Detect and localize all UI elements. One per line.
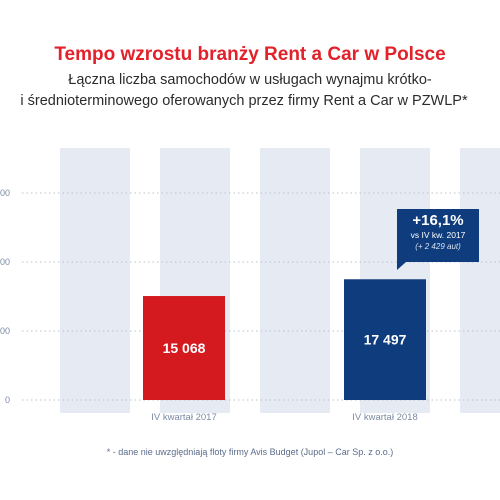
chart-title: Tempo wzrostu branży Rent a Car w Polsce <box>54 44 446 65</box>
y-tick-label-1: 000 <box>0 326 10 336</box>
bar-value-label-2: 17 497 <box>364 332 407 348</box>
footnote: * - dane nie uwzględniają floty firmy Av… <box>106 447 394 457</box>
y-tick-label-0: 0 <box>5 395 10 405</box>
x-category-label-2: IV kwartał 2018 <box>352 412 417 423</box>
y-tick-label-2: 000 <box>0 257 10 267</box>
callout-growth: +16,1% <box>412 212 464 229</box>
bar-value-label-1: 15 068 <box>163 340 206 356</box>
bar-1 <box>143 296 225 400</box>
y-tick-label-3: 000 <box>0 188 10 198</box>
callout-reference: vs IV kw. 2017 <box>410 230 466 240</box>
chart-subtitle-line-1: Łączna liczba samochodów w usługach wyna… <box>68 72 432 88</box>
growth-callout: +16,1% vs IV kw. 2017 (+ 2 429 aut) <box>397 209 479 270</box>
chart-subtitle-line-2: i średnioterminowego oferowanych przez f… <box>20 93 468 109</box>
background-band-1 <box>60 148 130 413</box>
x-category-label-1: IV kwartał 2017 <box>151 412 216 423</box>
background-band-3 <box>260 148 330 413</box>
bar-2 <box>344 279 426 400</box>
background-band-5 <box>460 148 500 413</box>
callout-absolute: (+ 2 429 aut) <box>415 242 461 251</box>
